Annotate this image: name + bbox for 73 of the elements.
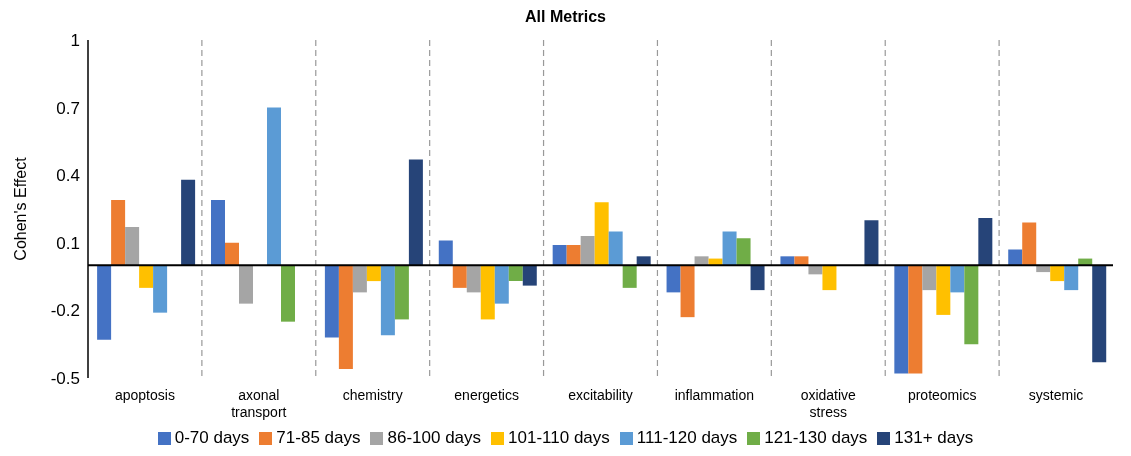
bar [466, 265, 481, 293]
bar [978, 218, 993, 266]
bar [508, 265, 523, 282]
bar [281, 265, 295, 322]
bar [822, 265, 837, 291]
bar [736, 238, 751, 266]
x-tick-label: apoptosis [114, 387, 175, 403]
bar [908, 265, 923, 374]
bar [153, 265, 168, 313]
y-axis-title: Cohen's Effect [11, 156, 29, 261]
chart-title: All Metrics [524, 8, 607, 27]
legend-label: 71-85 days [276, 428, 361, 447]
bar [922, 265, 937, 291]
bar [608, 231, 623, 266]
bar [1022, 222, 1037, 266]
legend-label: 101-110 days [508, 428, 610, 447]
bar [522, 265, 537, 286]
bar [666, 265, 681, 293]
bar [267, 107, 281, 266]
x-tick-label: excitability [568, 387, 633, 403]
x-tick-label: chemistry [342, 387, 403, 403]
bar [964, 265, 979, 345]
bar [936, 265, 951, 315]
x-tick-label: proteomics [907, 387, 977, 403]
legend-label: 131+ days [894, 428, 974, 447]
bar [366, 265, 381, 282]
bar [580, 236, 595, 266]
x-tick-label: energetics [454, 387, 519, 403]
bar [750, 265, 765, 291]
bar [338, 265, 353, 369]
y-tick-label: 1 [70, 31, 80, 51]
bar [480, 265, 495, 320]
bar [950, 265, 965, 293]
bar [380, 265, 395, 336]
x-tick-label: axonal transport [231, 387, 287, 420]
y-tick-label: 0.4 [56, 166, 80, 186]
y-tick-label: -0.2 [50, 301, 80, 321]
bar [394, 265, 409, 320]
legend-label: 111-120 days [636, 428, 738, 447]
bar [211, 199, 225, 266]
bar [894, 265, 909, 374]
bar [622, 265, 637, 288]
bar [1092, 265, 1107, 363]
bar [111, 199, 126, 266]
bar [494, 265, 509, 304]
bar [225, 242, 239, 266]
bar [324, 265, 339, 338]
bar [864, 220, 879, 266]
bar [594, 202, 609, 266]
legend-label: 121-130 days [764, 428, 868, 447]
x-tick-label: systemic [1028, 387, 1084, 403]
bar [352, 265, 367, 293]
bar [552, 245, 567, 266]
bar [722, 231, 737, 266]
legend-label: 86-100 days [387, 428, 482, 447]
bar [139, 265, 154, 288]
bar [1064, 265, 1079, 291]
bar [97, 265, 112, 340]
bar [408, 159, 423, 266]
y-tick-label: 0.7 [56, 98, 80, 118]
legend-label: 0-70 days [174, 428, 250, 447]
bar [680, 265, 695, 318]
bar [181, 179, 196, 266]
x-tick-label: inflammation [674, 387, 755, 403]
y-tick-label: 0.1 [56, 233, 80, 253]
x-tick-label: oxidative stress [800, 387, 857, 420]
bar [1050, 265, 1065, 282]
bar [566, 245, 581, 266]
bar [125, 227, 140, 266]
bar [438, 240, 453, 266]
bar [239, 265, 253, 304]
bar [452, 265, 467, 288]
y-tick-label: -0.5 [50, 369, 80, 389]
